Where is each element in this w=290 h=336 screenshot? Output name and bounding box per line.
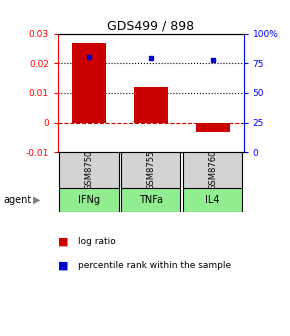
Bar [121, 188, 180, 212]
Text: IFNg: IFNg [78, 195, 100, 205]
Text: percentile rank within the sample: percentile rank within the sample [78, 261, 231, 270]
Bar [59, 188, 119, 212]
Text: GSM8760: GSM8760 [208, 150, 217, 190]
Text: GSM8750: GSM8750 [84, 150, 93, 190]
Text: ■: ■ [58, 260, 68, 270]
Bar [183, 152, 242, 188]
Bar [134, 87, 168, 123]
Title: GDS499 / 898: GDS499 / 898 [107, 19, 194, 33]
Bar [59, 152, 119, 188]
Text: ▶: ▶ [33, 195, 41, 205]
Text: log ratio: log ratio [78, 238, 116, 246]
Text: ■: ■ [58, 237, 68, 247]
Bar [72, 42, 106, 123]
Bar [121, 152, 180, 188]
Text: agent: agent [3, 195, 31, 205]
Bar [196, 123, 230, 132]
Text: TNFa: TNFa [139, 195, 163, 205]
Text: GSM8755: GSM8755 [146, 150, 155, 190]
Bar [183, 188, 242, 212]
Text: IL4: IL4 [205, 195, 220, 205]
